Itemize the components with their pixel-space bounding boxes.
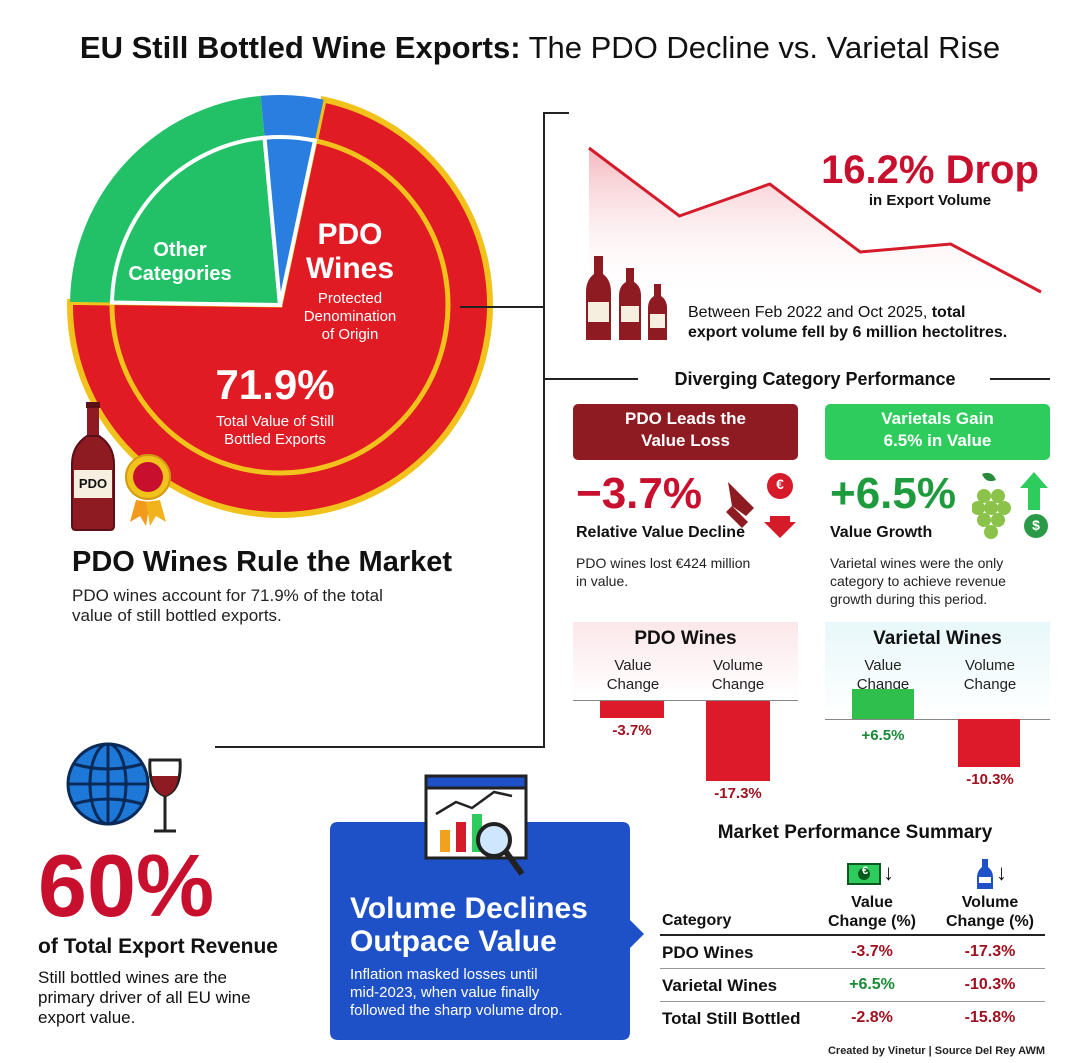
varietal-big-value: +6.5% bbox=[830, 469, 956, 518]
pie-other-label: Other Categories bbox=[128, 239, 232, 285]
varietal-mini-baseline bbox=[825, 719, 1050, 720]
volume-down-arrow-icon: ↓ bbox=[996, 860, 1007, 885]
pdo-bar-volume-change bbox=[706, 701, 770, 782]
pie-pdo-subtitle: Protected Denomination of Origin bbox=[303, 290, 397, 343]
varietal-bar-volume-change bbox=[958, 719, 1020, 767]
summary-col-category: Category bbox=[662, 912, 732, 929]
varietal-mini-volume-label: Volume Change bbox=[963, 657, 1017, 693]
pdo-big-sublabel: Relative Value Decline bbox=[576, 524, 745, 541]
volume-box-title: Volume Declines Outpace Value bbox=[350, 892, 588, 958]
volume-box-text: Inflation masked losses until mid-2023, w… bbox=[350, 966, 563, 1019]
money-down-icon bbox=[847, 863, 881, 885]
drop-description: Between Feb 2022 and Oct 2025, total exp… bbox=[688, 304, 1008, 341]
summary-header-rule bbox=[660, 934, 1045, 936]
connector-vertical bbox=[543, 112, 545, 748]
drop-value: 16.2% Drop bbox=[821, 148, 1039, 192]
summary-col-volume: Volume Change (%) bbox=[946, 894, 1034, 930]
grapes-up-arrow-icon bbox=[972, 472, 1048, 539]
volume-line-chart bbox=[588, 146, 1042, 300]
bottle-down-arrow-icon bbox=[726, 473, 796, 538]
varietal-big-sublabel: Value Growth bbox=[830, 524, 933, 541]
page-title: EU Still Bottled Wine Exports: The PDO D… bbox=[79, 30, 1001, 65]
pie-slice-other bbox=[109, 135, 283, 308]
summary-row3-name: Total Still Bottled bbox=[662, 1009, 801, 1028]
small-bottle-icon bbox=[977, 859, 993, 889]
bottles-icon bbox=[586, 256, 667, 340]
pie-pct-sublabel: Total Value of Still Bottled Exports bbox=[215, 413, 335, 448]
bottle-label: PDO bbox=[78, 476, 108, 491]
connector-diverging-left bbox=[543, 378, 638, 380]
pdo-mini-baseline bbox=[573, 700, 798, 701]
pdo-mini-value-label: Value Change bbox=[606, 657, 660, 693]
pie-pct-label: 71.9% bbox=[215, 361, 335, 408]
revenue-big-value: 60% bbox=[38, 836, 215, 935]
varietal-header: Varietals Gain 6.5% in Value bbox=[825, 404, 1050, 460]
pdo-mini-title: PDO Wines bbox=[634, 628, 737, 649]
varietal-mini-value-label: Value Change bbox=[856, 657, 910, 693]
summary-row1-name: PDO Wines bbox=[662, 943, 754, 962]
globe-wine-glass-icon bbox=[66, 742, 182, 833]
revenue-text: Still bottled wines are the primary drive… bbox=[38, 968, 251, 1027]
connector-diverging-right bbox=[990, 378, 1050, 380]
pdo-bar-value-label: -3.7% bbox=[612, 722, 652, 740]
line-area bbox=[589, 148, 1041, 300]
pdo-mini-chart-panel bbox=[573, 622, 798, 698]
connector-top bbox=[543, 112, 569, 114]
summary-rule-2 bbox=[660, 1001, 1045, 1002]
money-symbol: € bbox=[861, 865, 869, 877]
summary-title: Market Performance Summary bbox=[717, 822, 993, 843]
volume-box-shape bbox=[330, 822, 644, 1040]
rule-text: PDO wines account for 71.9% of the total… bbox=[72, 586, 383, 625]
pdo-bottle-seal-icon bbox=[71, 402, 171, 531]
summary-row3-value: -2.8% bbox=[851, 1009, 893, 1026]
revenue-subtitle: of Total Export Revenue bbox=[38, 935, 278, 958]
pdo-bar-volume-label: -17.3% bbox=[714, 785, 762, 803]
connector-pie bbox=[460, 306, 545, 308]
summary-row2-value: +6.5% bbox=[849, 976, 895, 993]
drop-subtitle: in Export Volume bbox=[868, 192, 992, 209]
euro-icon: € bbox=[776, 476, 784, 492]
dollar-icon: $ bbox=[1032, 517, 1040, 533]
summary-row2-name: Varietal Wines bbox=[662, 976, 778, 995]
varietal-bar-value-change bbox=[852, 688, 914, 719]
summary-row2-volume: -10.3% bbox=[964, 976, 1016, 993]
pie-pdo-title: PDO Wines bbox=[305, 218, 395, 285]
pdo-big-value: −3.7% bbox=[576, 469, 702, 518]
analytics-magnifier-icon bbox=[424, 774, 528, 876]
diverging-heading: Diverging Category Performance bbox=[674, 369, 956, 389]
line-series bbox=[588, 146, 1042, 294]
summary-rule-1 bbox=[660, 968, 1045, 969]
pdo-description: PDO wines lost €424 million in value. bbox=[576, 555, 751, 589]
varietal-description: Varietal wines were the only category to … bbox=[830, 555, 1006, 607]
connector-bottom bbox=[215, 746, 545, 748]
summary-row3-volume: -15.8% bbox=[964, 1009, 1016, 1026]
pie-chart bbox=[67, 95, 493, 518]
varietal-mini-title: Varietal Wines bbox=[873, 628, 1002, 649]
summary-col-value: Value Change (%) bbox=[828, 894, 916, 930]
value-down-arrow-icon: ↓ bbox=[883, 860, 894, 885]
summary-row1-volume: -17.3% bbox=[964, 943, 1016, 960]
footer-credit: Created by Vinetur | Source Del Rey AWM bbox=[827, 1045, 1045, 1057]
varietal-bar-value-label: +6.5% bbox=[861, 727, 905, 744]
varietal-bar-volume-label: -10.3% bbox=[966, 770, 1014, 788]
pdo-header: PDO Leads the Value Loss bbox=[573, 404, 798, 460]
rule-heading: PDO Wines Rule the Market bbox=[72, 546, 453, 578]
pdo-mini-volume-label: Volume Change bbox=[711, 657, 765, 693]
pdo-bar-value-change bbox=[600, 701, 664, 719]
pie-slice-blue bbox=[262, 135, 318, 306]
summary-row1-value: -3.7% bbox=[851, 943, 893, 960]
